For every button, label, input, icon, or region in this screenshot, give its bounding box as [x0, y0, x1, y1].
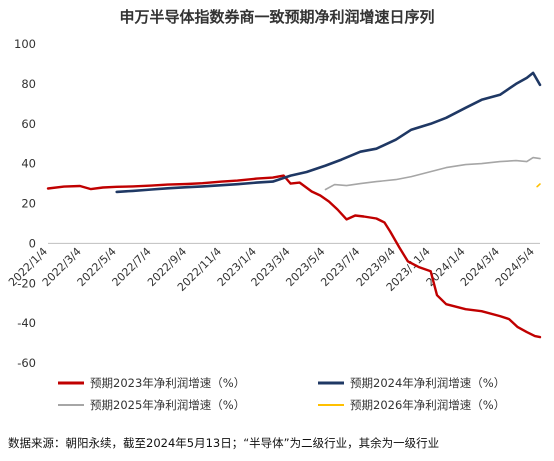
y-tick-label: 20 [21, 197, 36, 211]
legend-label-2: 预期2024年净利润增速（%） [350, 376, 505, 390]
chart-title: 申万半导体指数券商一致预期净利润增速日序列 [119, 8, 435, 26]
data-source-note: 数据来源：朝阳永续，截至2024年5月13日；“半导体”为二级行业，其余为一级行… [8, 436, 440, 450]
y-tick-label: 80 [21, 77, 36, 91]
series-line-4 [536, 183, 541, 188]
legend-label-3: 预期2025年净利润增速（%） [90, 398, 245, 412]
y-tick-label: 100 [14, 37, 36, 51]
series-line-1 [46, 174, 542, 339]
legend-label-4: 预期2026年净利润增速（%） [350, 398, 505, 412]
y-tick-label: -40 [17, 316, 36, 330]
legend-label-1: 预期2023年净利润增速（%） [90, 376, 245, 390]
y-tick-label: -60 [17, 356, 36, 370]
series-line-3 [324, 156, 541, 191]
y-tick-label: -20 [17, 276, 36, 290]
series-line-2 [115, 71, 542, 194]
y-tick-label: 60 [21, 117, 36, 131]
y-tick-label: 0 [29, 236, 36, 250]
y-tick-label: 40 [21, 157, 36, 171]
